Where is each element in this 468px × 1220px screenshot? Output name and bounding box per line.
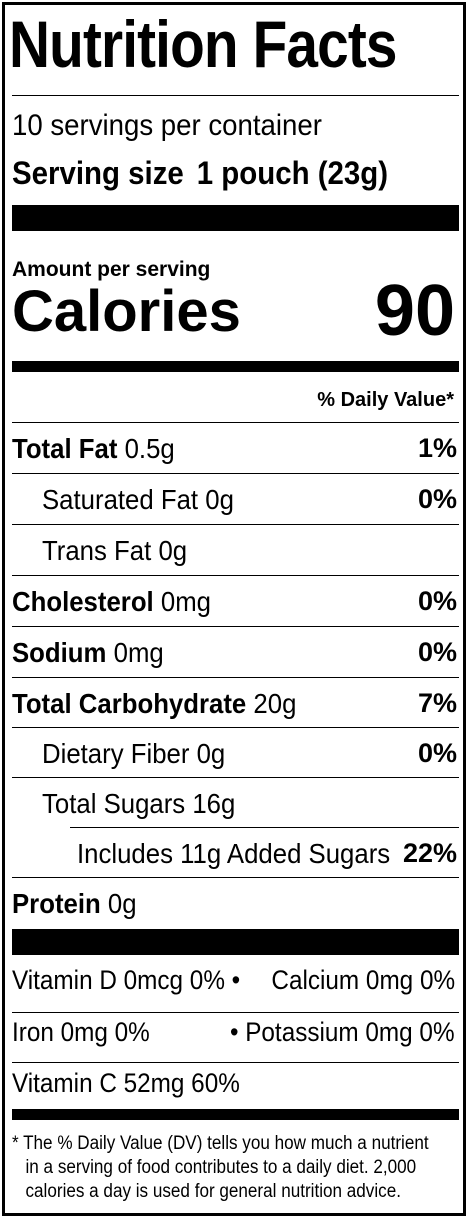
nutrient-name: Total Carbohydrate 20g	[12, 688, 297, 719]
thick-divider-bottom	[12, 929, 459, 955]
nutrient-dv: 7%	[417, 688, 457, 718]
nutrient-name: Dietary Fiber 0g	[42, 738, 226, 769]
nutrient-dv: 0%	[417, 484, 457, 514]
row-divider	[12, 727, 459, 728]
nutrient-name: Cholesterol 0mg	[12, 586, 211, 617]
nutrient-name: Total Sugars 16g	[42, 788, 236, 819]
nutrient-row-saturated-fat: Saturated Fat 0g 0%	[12, 474, 459, 524]
amount-per-serving: Amount per serving	[12, 258, 211, 281]
nutrient-row-total-fat: Total Fat 0.5g 1%	[12, 423, 459, 473]
row-divider	[12, 877, 459, 878]
nutrient-dv: 0%	[417, 586, 457, 616]
serving-size-label: Serving size	[12, 155, 184, 191]
row-divider	[12, 777, 459, 778]
vitamin-c: Vitamin C 52mg 60%	[12, 1068, 240, 1098]
panel-title: Nutrition Facts	[9, 7, 397, 81]
nutrient-name: Includes 11g Added Sugars	[77, 838, 391, 869]
vitamin-d: Vitamin D 0mcg 0% •	[12, 965, 241, 995]
row-divider	[70, 827, 459, 828]
nutrient-dv: 22%	[402, 838, 457, 868]
nutrient-name: Trans Fat 0g	[42, 535, 188, 566]
row-divider	[12, 524, 459, 525]
nutrient-row-added-sugars: Includes 11g Added Sugars 22%	[12, 828, 459, 878]
footnote-line: * The % Daily Value (DV) tells you how m…	[12, 1133, 429, 1154]
nutrient-name: Saturated Fat 0g	[42, 484, 234, 515]
serving-size: Serving size 1 pouch (23g)	[12, 157, 388, 189]
nutrient-row-total-carbohydrate: Total Carbohydrate 20g 7%	[12, 678, 459, 728]
calories-value: 90	[374, 271, 455, 351]
nutrient-name: Sodium 0mg	[12, 637, 164, 668]
footnote-line: in a serving of food contributes to a da…	[25, 1157, 417, 1178]
footnote-divider	[12, 1109, 459, 1120]
serving-size-value: 1 pouch (23g)	[196, 155, 389, 191]
nutrient-row-dietary-fiber: Dietary Fiber 0g 0%	[12, 728, 459, 778]
footnote: * The % Daily Value (DV) tells you how m…	[12, 1132, 459, 1204]
calories-label: Calories	[12, 279, 241, 344]
nutrient-name: Total Fat 0.5g	[12, 433, 175, 464]
nutrient-dv: 0%	[417, 637, 457, 667]
calcium: Calcium 0mg 0%	[271, 965, 455, 995]
thick-divider-top	[12, 205, 459, 231]
row-divider	[12, 626, 459, 627]
row-divider	[12, 1062, 459, 1063]
nutrient-dv: 0%	[417, 738, 457, 768]
row-divider	[12, 677, 459, 678]
nutrient-name: Protein 0g	[12, 888, 137, 919]
nutrient-row-total-sugars: Total Sugars 16g	[12, 778, 459, 828]
row-divider	[12, 1012, 459, 1013]
servings-per-container: 10 servings per container	[12, 109, 322, 142]
nutrient-row-trans-fat: Trans Fat 0g	[12, 525, 459, 575]
row-divider	[12, 473, 459, 474]
nutrient-row-cholesterol: Cholesterol 0mg 0%	[12, 576, 459, 626]
daily-value-header: % Daily Value*	[317, 389, 454, 411]
nutrient-row-protein: Protein 0g	[12, 878, 459, 928]
title-divider	[12, 95, 459, 96]
row-divider	[12, 422, 459, 423]
footnote-line: calories a day is used for general nutri…	[25, 1181, 401, 1202]
nutrient-dv: 1%	[417, 433, 457, 463]
nutrient-row-sodium: Sodium 0mg 0%	[12, 627, 459, 677]
potassium: • Potassium 0mg 0%	[230, 1017, 455, 1047]
iron: Iron 0mg 0%	[12, 1017, 150, 1047]
row-divider	[12, 575, 459, 576]
medium-divider	[12, 361, 459, 372]
